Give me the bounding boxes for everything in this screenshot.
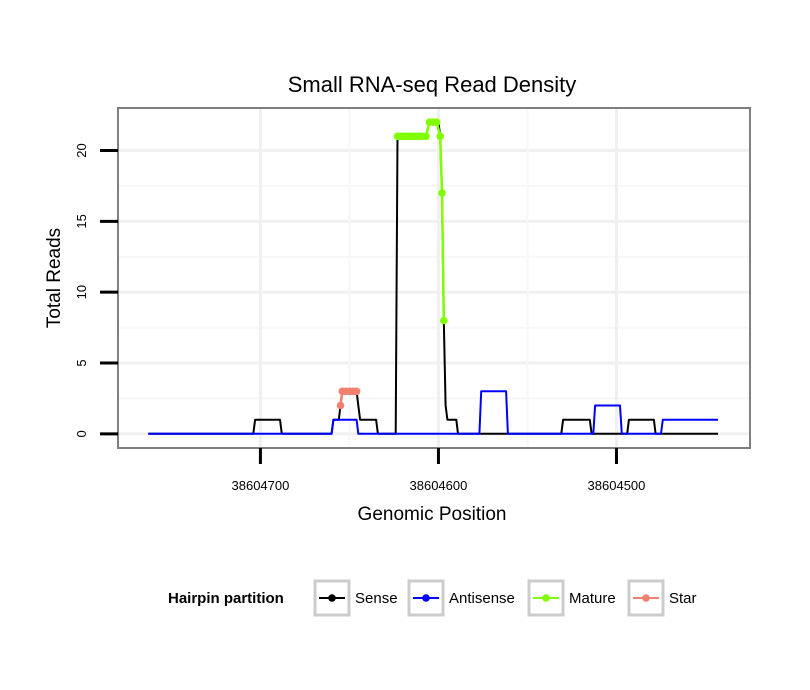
- x-axis-title: Genomic Position: [358, 504, 507, 525]
- plot-panel: [118, 108, 750, 448]
- legend-label-antisense: Antisense: [449, 590, 515, 607]
- data-point-mature: [436, 132, 445, 141]
- plot-border: [117, 107, 751, 449]
- legend-label-mature: Mature: [569, 590, 616, 607]
- axes: 0 5 10 15 20 38604700 38604600 38604500: [74, 107, 751, 493]
- chart-title: Small RNA-seq Read Density: [288, 72, 577, 97]
- series-line-antisense: [148, 390, 718, 435]
- data-point-mature: [439, 316, 448, 325]
- points-layer: [336, 118, 448, 410]
- legend-key-point: [642, 594, 650, 602]
- y-tick-label: 10: [74, 285, 89, 299]
- y-tick-label: 0: [74, 430, 89, 437]
- legend-label-sense: Sense: [355, 590, 398, 607]
- legend-label-star: Star: [669, 590, 697, 607]
- plot-background: [118, 108, 750, 448]
- x-tick-label: 38604700: [232, 478, 290, 493]
- y-axis-title: Total Reads: [44, 228, 65, 328]
- x-tick-label: 38604500: [588, 478, 646, 493]
- y-tick-label: 5: [74, 359, 89, 366]
- data-point-mature: [422, 132, 430, 141]
- legend-key-point: [328, 594, 336, 602]
- data-point-mature: [438, 189, 446, 197]
- legend-key-point: [422, 594, 430, 602]
- data-point-star: [336, 401, 345, 410]
- x-tick-label: 38604600: [410, 478, 468, 493]
- data-point-mature: [432, 118, 441, 126]
- legend-key-point: [542, 594, 550, 602]
- y-tick-label: 15: [74, 214, 89, 228]
- y-tick-label: 20: [74, 143, 89, 157]
- data-point-star: [352, 387, 361, 396]
- legend: Hairpin partition Sense Antisense Mature St…: [168, 579, 697, 617]
- legend-title: Hairpin partition: [168, 590, 284, 607]
